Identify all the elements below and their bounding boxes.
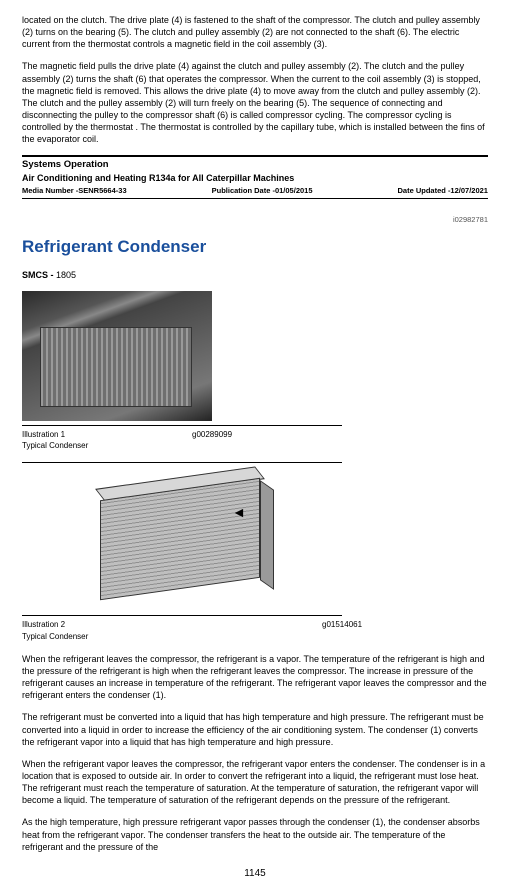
date-updated: Date Updated -12/07/2021 — [398, 186, 488, 196]
publication-date: Publication Date -01/05/2015 — [212, 186, 313, 196]
smcs-code: 1805 — [56, 270, 76, 280]
illustration-2-code: g01514061 — [322, 620, 362, 631]
divider-thin — [22, 198, 488, 199]
divider-thick — [22, 155, 488, 157]
smcs-line: SMCS - 1805 — [22, 269, 488, 281]
intro-para-1: located on the clutch. The drive plate (… — [22, 14, 488, 50]
illustration-2-image: ◄ — [82, 471, 282, 611]
arrow-icon: ◄ — [232, 503, 246, 522]
illustration-1-label: Illustration 1 — [22, 430, 192, 441]
illustration-2-caption: Typical Condenser — [22, 632, 488, 643]
figure-rule — [22, 425, 342, 426]
figure-rule — [22, 615, 342, 616]
smcs-label: SMCS - — [22, 270, 56, 280]
figure-1-meta: Illustration 1 g00289099 — [22, 430, 488, 441]
illustration-1-image — [22, 291, 212, 421]
subtitle: Air Conditioning and Heating R134a for A… — [22, 172, 488, 184]
illustration-1-caption: Typical Condenser — [22, 441, 488, 452]
page-number: 1145 — [22, 867, 488, 881]
figure-rule — [22, 462, 342, 463]
illustration-2-label: Illustration 2 — [22, 620, 192, 631]
body-para-1: When the refrigerant leaves the compress… — [22, 653, 488, 702]
illustration-2-wrap: ◄ — [22, 471, 342, 611]
section-title: Refrigerant Condenser — [22, 236, 488, 259]
figure-2-meta: Illustration 2 g01514061 — [22, 620, 488, 631]
reference-id: i02982781 — [22, 215, 488, 225]
systems-operation-heading: Systems Operation — [22, 159, 488, 172]
body-para-3: When the refrigerant vapor leaves the co… — [22, 758, 488, 807]
meta-row: Media Number -SENR5664-33 Publication Da… — [22, 186, 488, 196]
body-para-2: The refrigerant must be converted into a… — [22, 711, 488, 747]
media-number: Media Number -SENR5664-33 — [22, 186, 127, 196]
illustration-1-code: g00289099 — [192, 430, 232, 441]
body-para-4: As the high temperature, high pressure r… — [22, 816, 488, 852]
intro-para-2: The magnetic field pulls the drive plate… — [22, 60, 488, 145]
